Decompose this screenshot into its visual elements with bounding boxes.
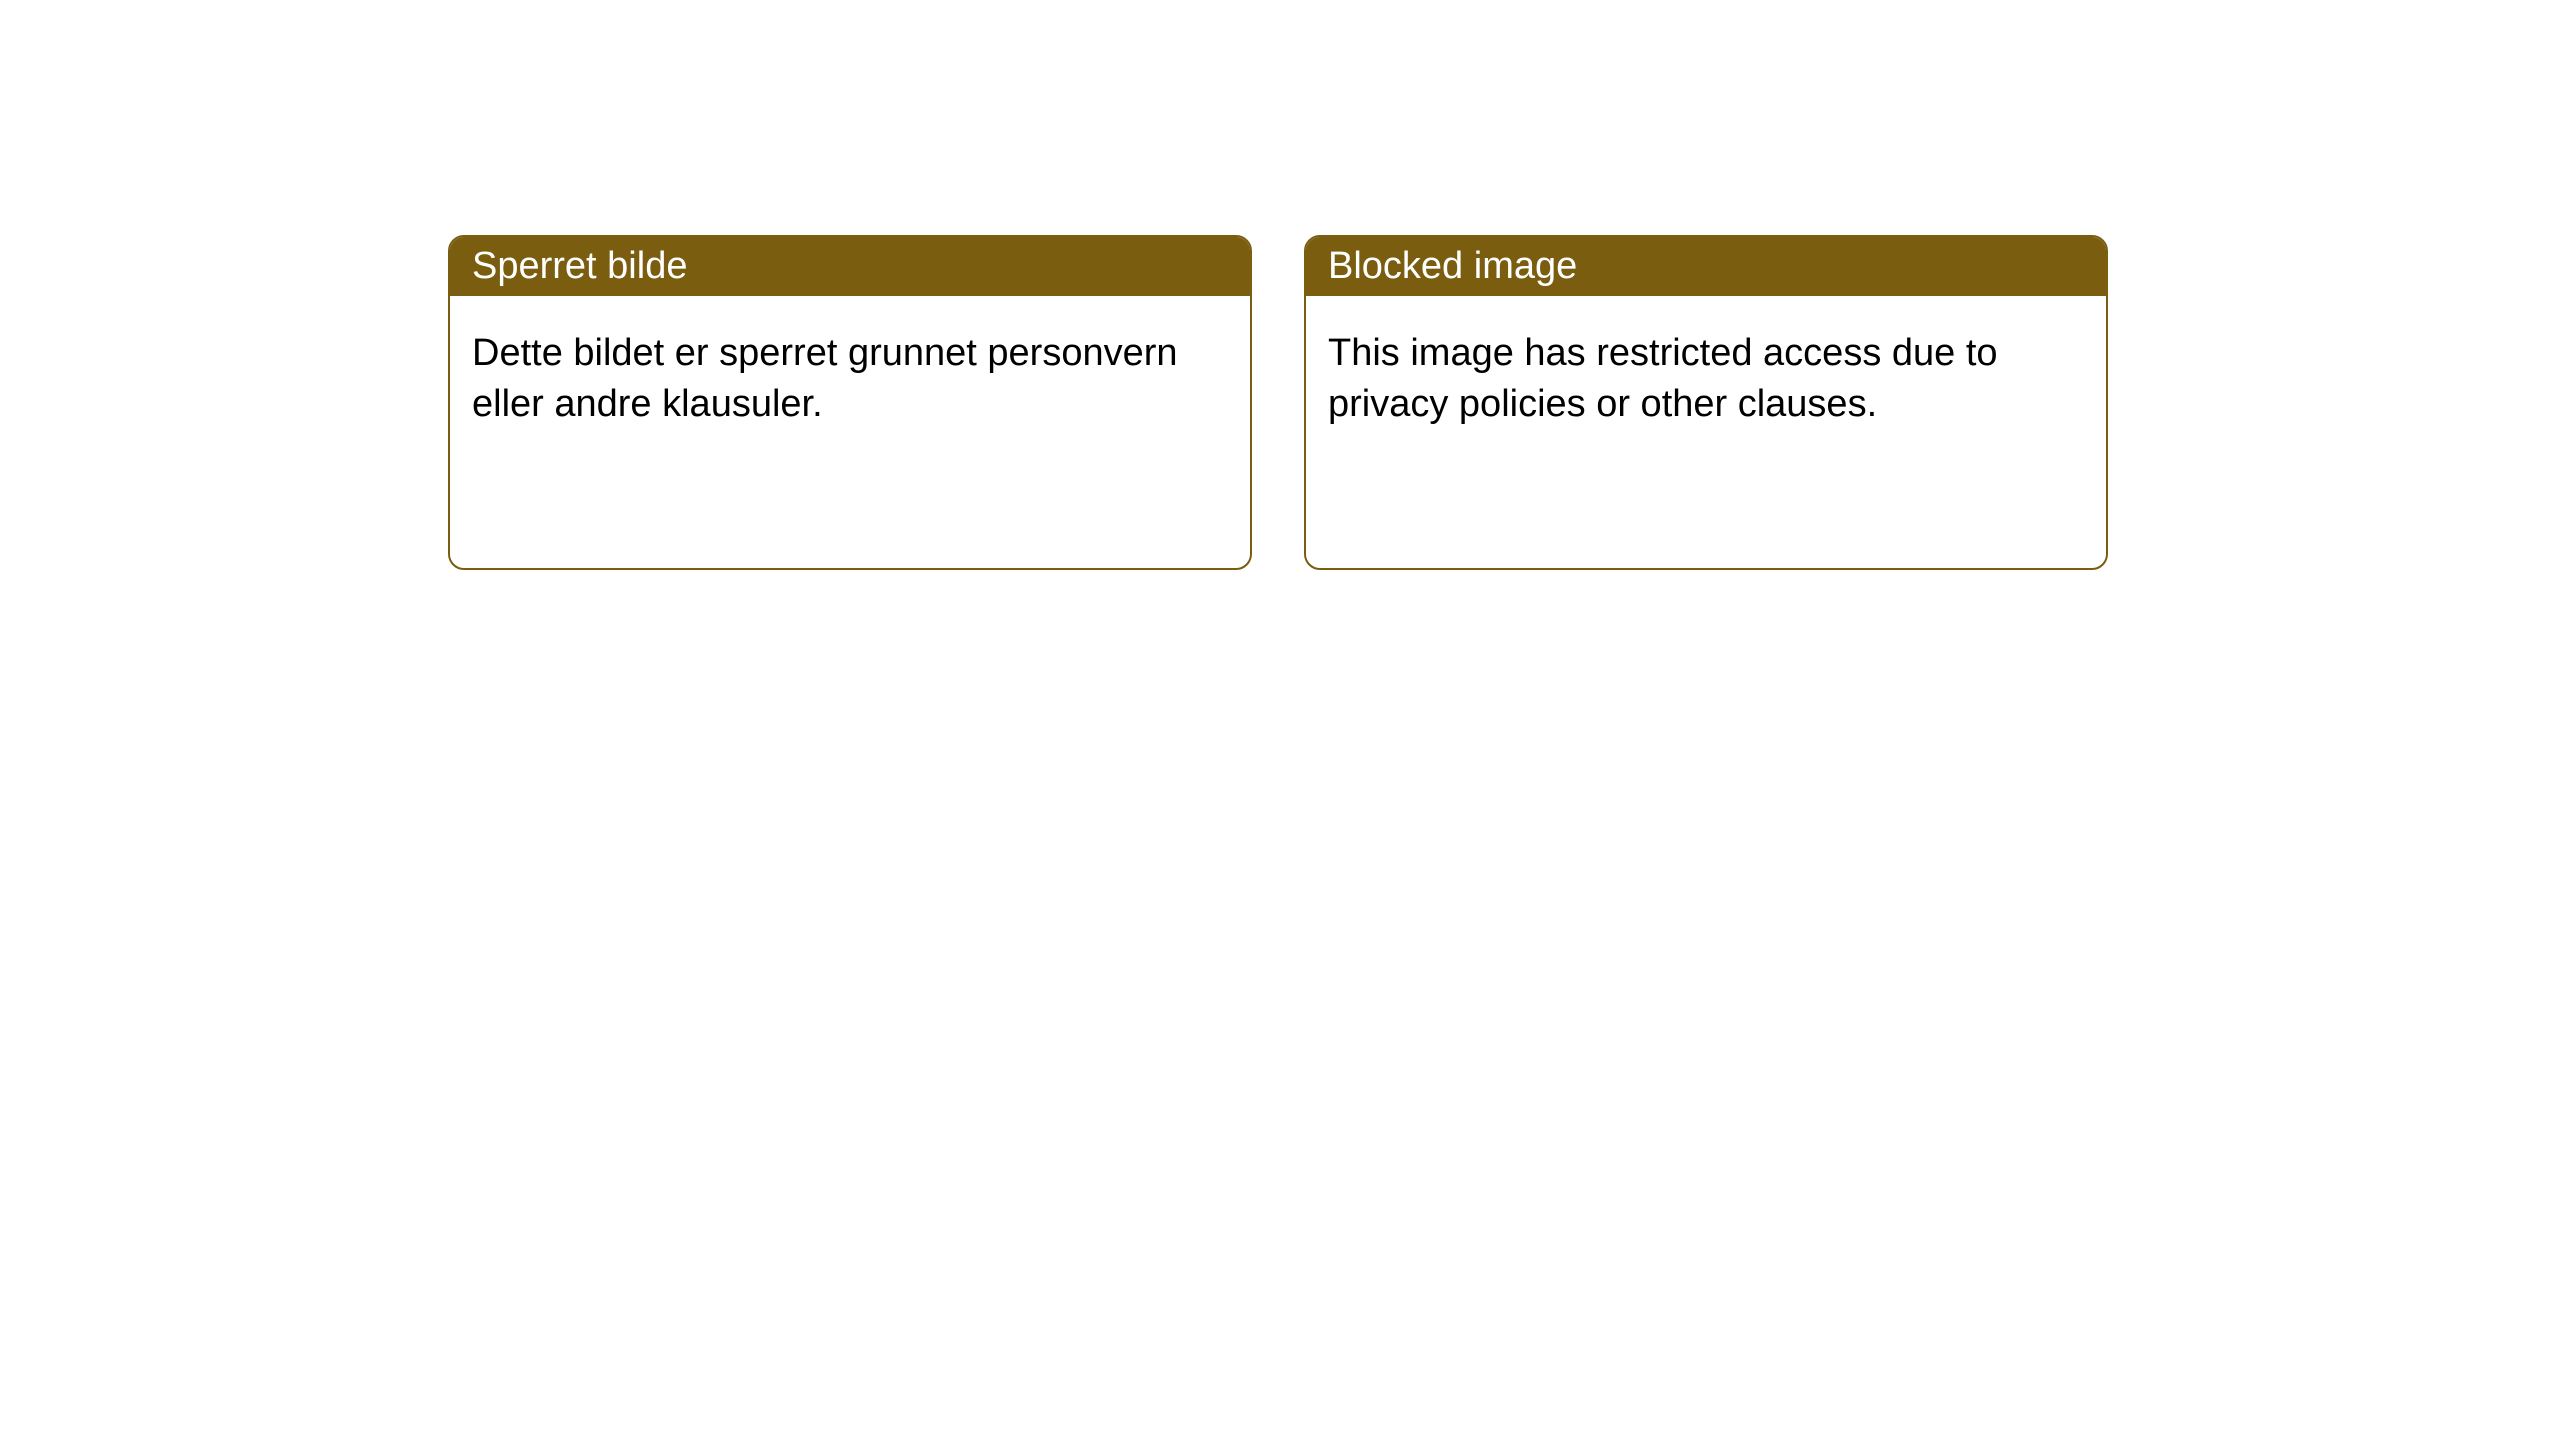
card-body: This image has restricted access due to … (1306, 296, 2106, 463)
card-body: Dette bildet er sperret grunnet personve… (450, 296, 1250, 463)
card-title: Blocked image (1306, 237, 2106, 296)
notice-card-norwegian: Sperret bilde Dette bildet er sperret gr… (448, 235, 1252, 570)
card-title: Sperret bilde (450, 237, 1250, 296)
notice-card-english: Blocked image This image has restricted … (1304, 235, 2108, 570)
notice-container: Sperret bilde Dette bildet er sperret gr… (0, 0, 2560, 570)
